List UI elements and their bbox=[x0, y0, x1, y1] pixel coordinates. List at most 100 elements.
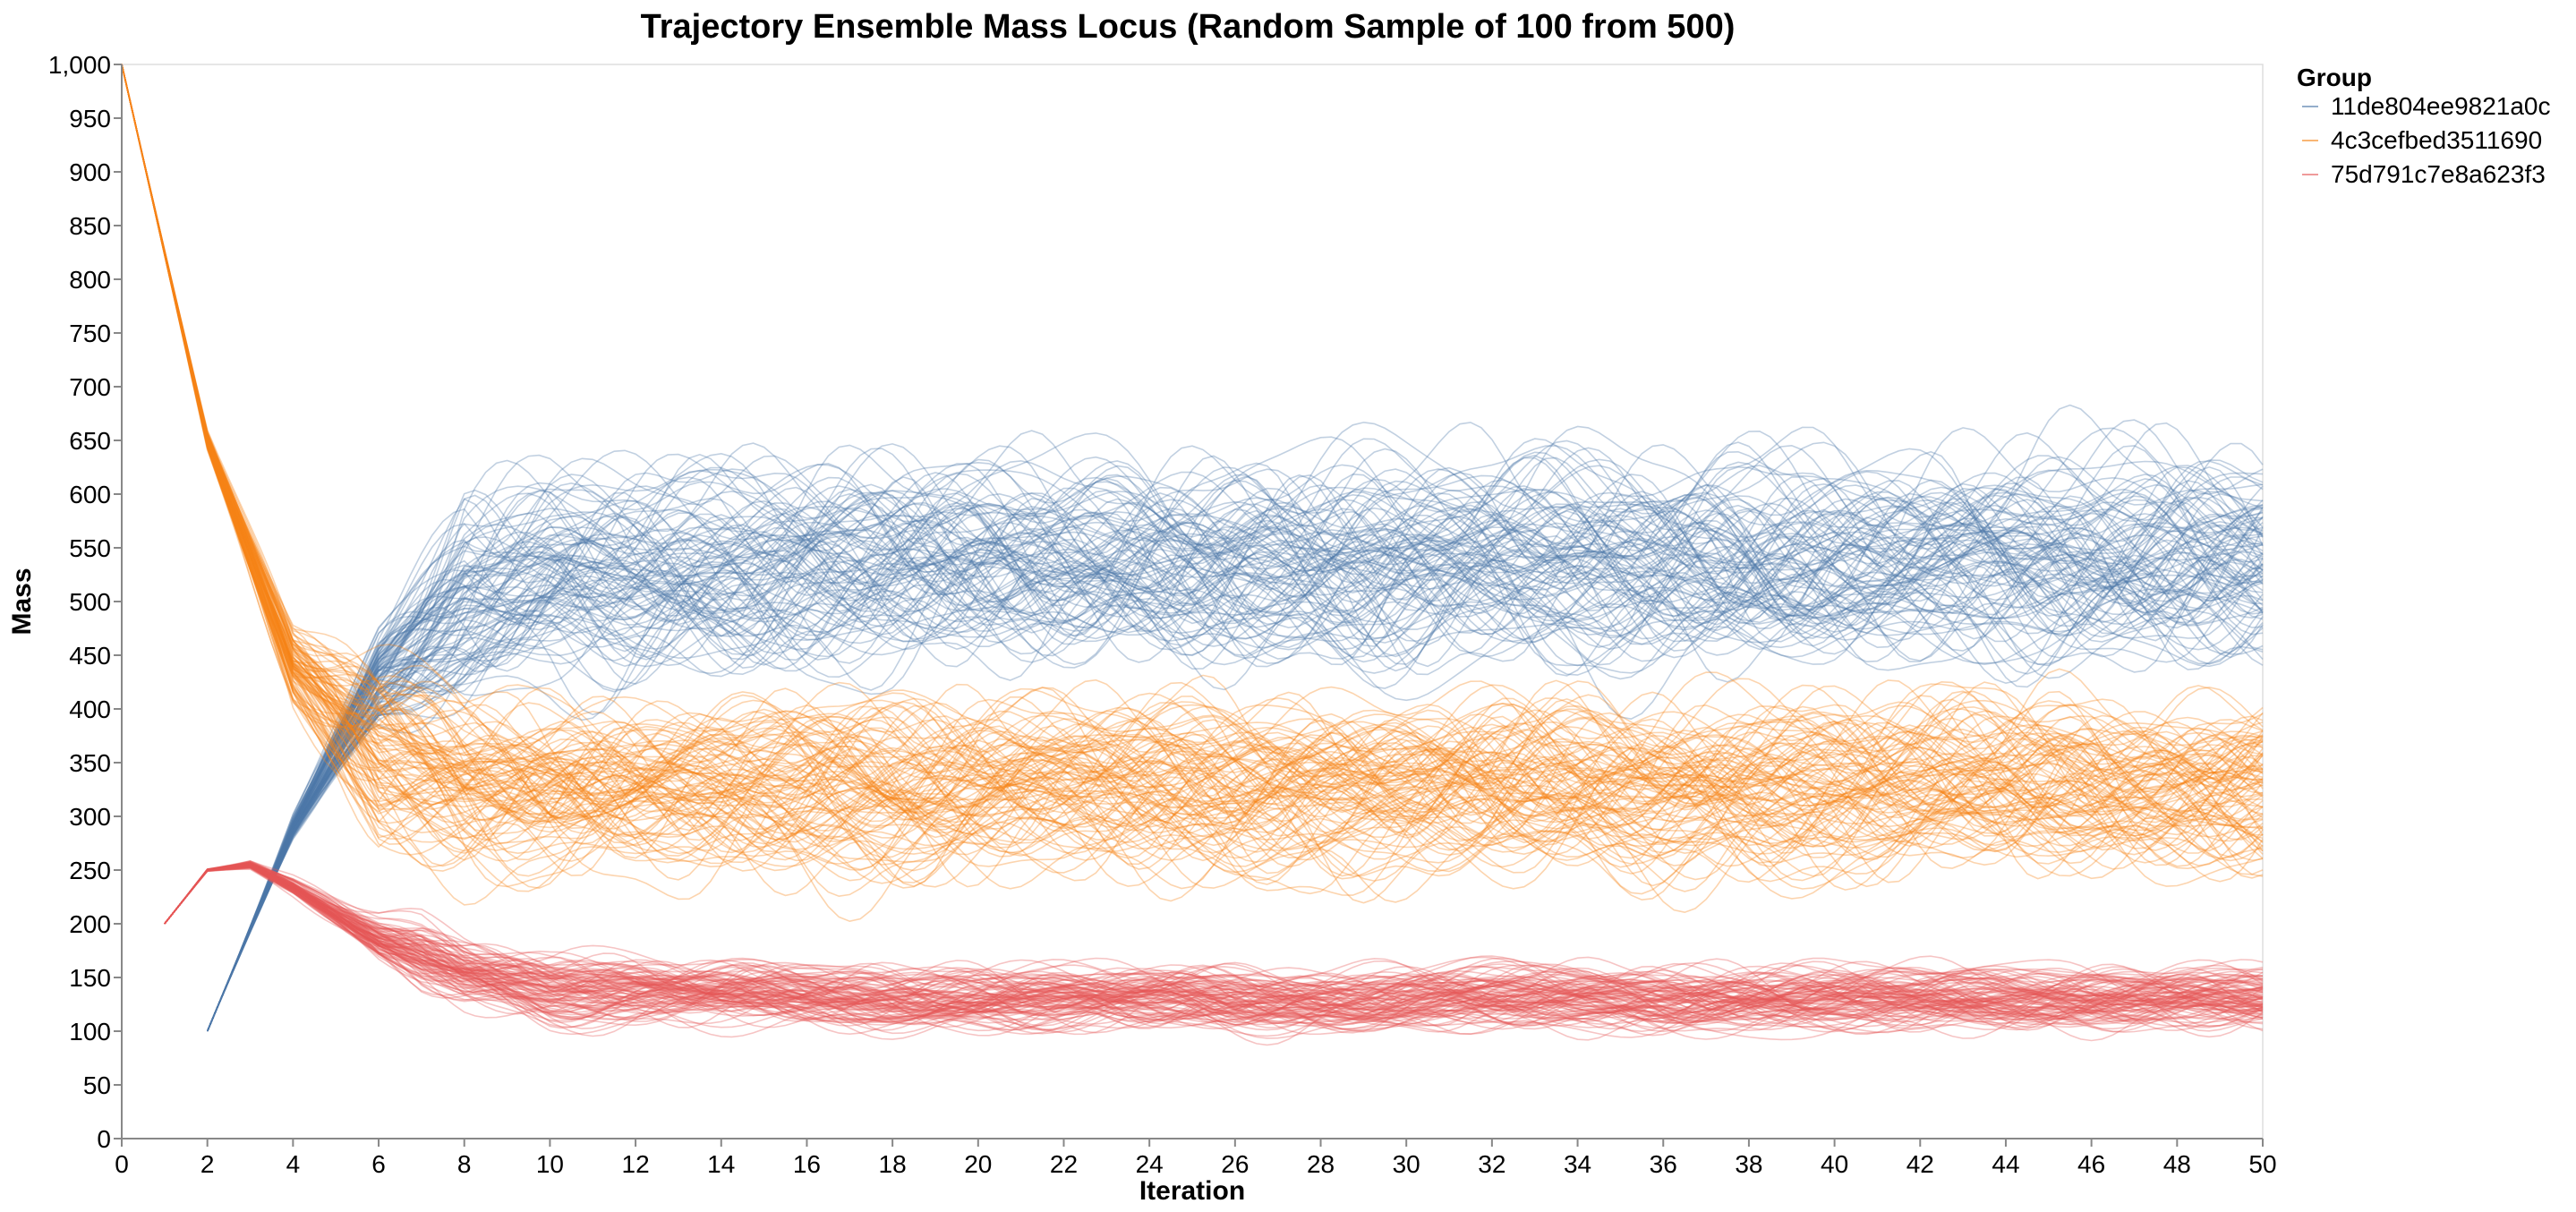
y-tick-label: 400 bbox=[69, 696, 111, 723]
trajectory-line bbox=[164, 864, 2264, 1026]
trajectory-line bbox=[206, 478, 2264, 1032]
trajectory-line bbox=[121, 64, 2264, 818]
trajectory-line bbox=[164, 862, 2264, 1019]
trajectory-line bbox=[206, 483, 2264, 1032]
trajectory-line bbox=[121, 64, 2264, 890]
y-tick-label: 500 bbox=[69, 588, 111, 616]
legend-label: 11de804ee9821a0c bbox=[2331, 92, 2551, 120]
trajectory-line bbox=[121, 64, 2264, 830]
trajectory-line bbox=[121, 64, 2264, 923]
trajectory-line bbox=[206, 512, 2264, 1032]
trajectory-line bbox=[164, 862, 2264, 1010]
trajectory-line bbox=[121, 64, 2264, 825]
trajectory-line bbox=[206, 419, 2264, 1032]
trajectory-line bbox=[206, 431, 2264, 1032]
trajectory-line bbox=[164, 865, 2264, 1037]
x-tick-label: 16 bbox=[793, 1150, 821, 1178]
trajectory-line bbox=[164, 865, 2264, 1040]
trajectory-line bbox=[121, 64, 2264, 824]
series-11de804ee9821a0c bbox=[206, 404, 2264, 1032]
trajectory-line bbox=[121, 64, 2264, 890]
trajectory-line bbox=[121, 64, 2264, 867]
trajectory-line bbox=[121, 64, 2264, 807]
trajectory-line bbox=[206, 491, 2264, 1032]
trajectory-line bbox=[164, 865, 2264, 1020]
x-tick-label: 0 bbox=[115, 1150, 129, 1178]
trajectory-line bbox=[206, 498, 2264, 1032]
x-tick-label: 30 bbox=[1393, 1150, 1420, 1178]
trajectory-line bbox=[164, 865, 2264, 1036]
trajectory-line bbox=[206, 504, 2264, 1032]
trajectory-line bbox=[121, 64, 2264, 843]
trajectory-line bbox=[206, 422, 2264, 1032]
trajectory-line bbox=[164, 862, 2264, 1023]
trajectory-line bbox=[121, 64, 2264, 815]
trajectory-line bbox=[206, 442, 2264, 1032]
trajectory-line bbox=[121, 64, 2264, 852]
trajectory-line bbox=[164, 864, 2264, 1030]
trajectory-line bbox=[164, 866, 2264, 1030]
trajectory-line bbox=[164, 864, 2264, 1009]
trajectory-line bbox=[206, 491, 2264, 1032]
trajectory-line bbox=[206, 495, 2264, 1032]
trajectory-line bbox=[206, 509, 2264, 1032]
trajectory-line bbox=[206, 488, 2264, 1032]
trajectory-line bbox=[164, 861, 2264, 1013]
y-tick-label: 50 bbox=[83, 1071, 111, 1099]
trajectory-line bbox=[121, 64, 2264, 814]
trajectory-line bbox=[121, 64, 2264, 901]
trajectory-line bbox=[164, 864, 2264, 1031]
trajectory-line bbox=[164, 861, 2264, 1014]
trajectory-line bbox=[206, 504, 2264, 1032]
trajectory-line bbox=[164, 866, 2264, 1027]
trajectory-line bbox=[121, 64, 2264, 882]
x-tick-label: 28 bbox=[1307, 1150, 1335, 1178]
trajectory-line bbox=[206, 535, 2264, 1032]
x-axis: 0 2 4 6 8 10 12 14 16 18 20 22 24 26 28 30 32 34 36 38 40 42 4… bbox=[115, 1138, 2277, 1206]
trajectory-line bbox=[121, 64, 2264, 862]
trajectory-line bbox=[121, 64, 2264, 846]
trajectory-line bbox=[121, 64, 2264, 889]
trajectory-line bbox=[206, 492, 2264, 1032]
y-tick-label: 600 bbox=[69, 481, 111, 508]
trajectory-line bbox=[164, 862, 2264, 1020]
trajectory-line bbox=[164, 865, 2264, 1018]
trajectory-line bbox=[121, 64, 2264, 841]
trajectory-line bbox=[164, 865, 2264, 1020]
trajectory-line bbox=[121, 64, 2264, 892]
y-tick-label: 650 bbox=[69, 427, 111, 455]
trajectory-line bbox=[164, 866, 2264, 1038]
trajectory-line bbox=[164, 862, 2264, 1012]
trajectory-line bbox=[121, 64, 2264, 883]
y-tick-label: 250 bbox=[69, 857, 111, 884]
trajectory-line bbox=[206, 480, 2264, 1032]
trajectory-line bbox=[164, 865, 2264, 1028]
trajectory-line bbox=[121, 64, 2264, 860]
trajectory-line bbox=[121, 64, 2264, 859]
trajectory-line bbox=[206, 455, 2264, 1032]
trajectory-line bbox=[164, 862, 2264, 1024]
trajectory-line bbox=[164, 863, 2264, 1023]
trajectory-line bbox=[121, 64, 2264, 877]
trajectory-line bbox=[164, 866, 2264, 1033]
trajectory-line bbox=[164, 865, 2264, 1028]
x-tick-label: 24 bbox=[1136, 1150, 1164, 1178]
y-axis: 0 50 100 150 200 250 300 350 400 450 500 550 600 650 7… bbox=[7, 51, 123, 1153]
trajectory-line bbox=[164, 865, 2264, 1024]
legend: Group 11de804ee9821a0c 4c3cefbed3511690 75… bbox=[2297, 64, 2551, 188]
x-tick-label: 14 bbox=[707, 1150, 735, 1178]
trajectory-line bbox=[121, 64, 2264, 896]
trajectory-line bbox=[164, 866, 2264, 1031]
trajectory-line bbox=[164, 863, 2264, 1039]
trajectory-line bbox=[164, 862, 2264, 1010]
y-tick-label: 950 bbox=[69, 105, 111, 132]
y-ticks: 0 50 100 150 200 250 300 350 400 450 500 550 600 650 7… bbox=[48, 51, 122, 1153]
trajectory-line bbox=[121, 64, 2264, 817]
trajectory-line bbox=[164, 863, 2264, 1021]
trajectory-line bbox=[121, 64, 2264, 832]
trajectory-line bbox=[164, 866, 2264, 1026]
trajectory-line bbox=[164, 865, 2264, 1026]
trajectory-line bbox=[164, 863, 2264, 1033]
trajectory-line bbox=[164, 866, 2264, 1026]
trajectory-line bbox=[164, 860, 2264, 1018]
